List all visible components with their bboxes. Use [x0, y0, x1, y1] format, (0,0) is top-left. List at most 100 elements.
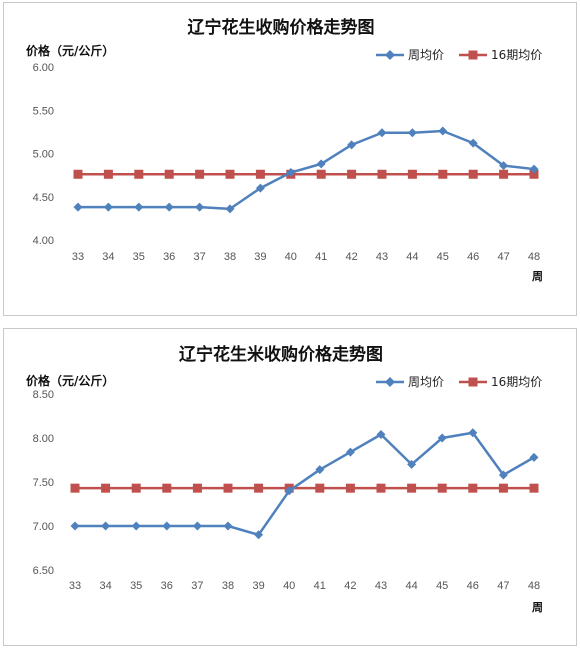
y-tick-label: 5.50: [33, 105, 54, 117]
y-tick-label: 4.00: [33, 235, 54, 247]
x-tick-label: 34: [102, 251, 114, 263]
data-point: [468, 138, 478, 148]
data-point: [195, 169, 205, 179]
data-point: [499, 161, 509, 171]
data-point: [164, 169, 174, 179]
x-tick-label: 37: [191, 580, 203, 592]
y-tick-label: 5.00: [33, 149, 54, 161]
chart-panel-peanut-kernel: 辽宁花生米收购价格走势图 价格（元/公斤） 周均价 16期均价 8.50 8.00 7.50…: [3, 328, 577, 646]
data-point: [407, 169, 417, 179]
x-tick-label: 46: [467, 580, 479, 592]
data-point: [254, 483, 264, 493]
series-group: [73, 126, 539, 214]
data-point: [315, 483, 325, 493]
data-point: [529, 164, 539, 174]
data-point: [195, 202, 205, 212]
data-point: [407, 128, 417, 138]
data-point: [103, 202, 113, 212]
legend-label: 16期均价: [491, 375, 542, 389]
data-point: [498, 483, 508, 493]
x-tick-label: 47: [497, 580, 509, 592]
x-axis-unit: 周: [532, 270, 543, 283]
data-point: [255, 183, 265, 193]
data-point: [134, 169, 144, 179]
legend-label: 周均价: [408, 48, 444, 62]
y-tick-label: 8.50: [33, 389, 54, 401]
data-point: [70, 521, 80, 531]
data-point: [438, 126, 448, 136]
data-point: [192, 521, 202, 531]
x-tick-label: 33: [69, 580, 81, 592]
legend-marker: [385, 377, 395, 387]
y-tick-label: 4.50: [33, 192, 54, 204]
x-tick-label: 38: [222, 580, 234, 592]
data-point: [162, 483, 172, 493]
data-point: [315, 465, 325, 475]
data-point: [316, 159, 326, 169]
x-tick-label: 40: [285, 251, 297, 263]
data-point: [437, 483, 447, 493]
data-point: [101, 483, 111, 493]
y-tick-label: 6.50: [33, 565, 54, 577]
data-point: [529, 483, 539, 493]
data-point: [437, 433, 447, 443]
data-point: [284, 486, 294, 496]
data-point: [131, 521, 141, 531]
x-tick-label: 45: [437, 251, 449, 263]
legend-item: 周均价: [376, 48, 444, 62]
series-group: [70, 483, 539, 493]
data-point: [377, 169, 387, 179]
data-point: [73, 202, 83, 212]
data-point: [101, 521, 111, 531]
data-point: [347, 169, 357, 179]
data-point: [468, 483, 478, 493]
legend-item: 16期均价: [459, 375, 542, 389]
x-tick-label: 42: [344, 580, 356, 592]
y-tick-label: 7.00: [33, 521, 54, 533]
data-point: [162, 521, 172, 531]
data-point: [376, 429, 386, 439]
legend-item: 16期均价: [459, 48, 542, 62]
x-tick-label: 45: [436, 580, 448, 592]
data-point: [255, 169, 265, 179]
data-point: [192, 483, 202, 493]
x-tick-label: 36: [163, 251, 175, 263]
data-point: [73, 169, 83, 179]
x-tick-label: 48: [528, 251, 540, 263]
legend-marker: [385, 50, 395, 60]
series-group: [70, 428, 539, 540]
y-tick-label: 6.00: [33, 62, 54, 74]
data-point: [134, 202, 144, 212]
x-tick-label: 41: [314, 580, 326, 592]
data-point: [223, 483, 233, 493]
data-point: [407, 483, 417, 493]
y-tick-label: 8.00: [33, 433, 54, 445]
data-point: [345, 447, 355, 457]
x-tick-label: 43: [376, 251, 388, 263]
chart-title: 辽宁花生收购价格走势图: [188, 17, 375, 38]
x-tick-label: 47: [497, 251, 509, 263]
x-tick-label: 41: [315, 251, 327, 263]
legend-marker: [468, 50, 478, 60]
x-tick-label: 34: [99, 580, 111, 592]
x-tick-label: 37: [193, 251, 205, 263]
legend-item: 周均价: [376, 375, 444, 389]
data-point: [499, 169, 509, 179]
series-group: [73, 169, 539, 179]
data-point: [529, 452, 539, 462]
y-axis-label: 价格（元/公斤）: [26, 373, 114, 388]
data-point: [407, 459, 417, 469]
data-point: [377, 128, 387, 138]
x-tick-label: 43: [375, 580, 387, 592]
legend-label: 周均价: [408, 375, 444, 389]
legend-marker: [468, 377, 478, 387]
x-tick-label: 33: [72, 251, 84, 263]
x-tick-label: 46: [467, 251, 479, 263]
x-tick-label: 42: [345, 251, 357, 263]
data-point: [225, 204, 235, 214]
x-tick-label: 48: [528, 580, 540, 592]
x-tick-label: 40: [283, 580, 295, 592]
data-point: [438, 169, 448, 179]
